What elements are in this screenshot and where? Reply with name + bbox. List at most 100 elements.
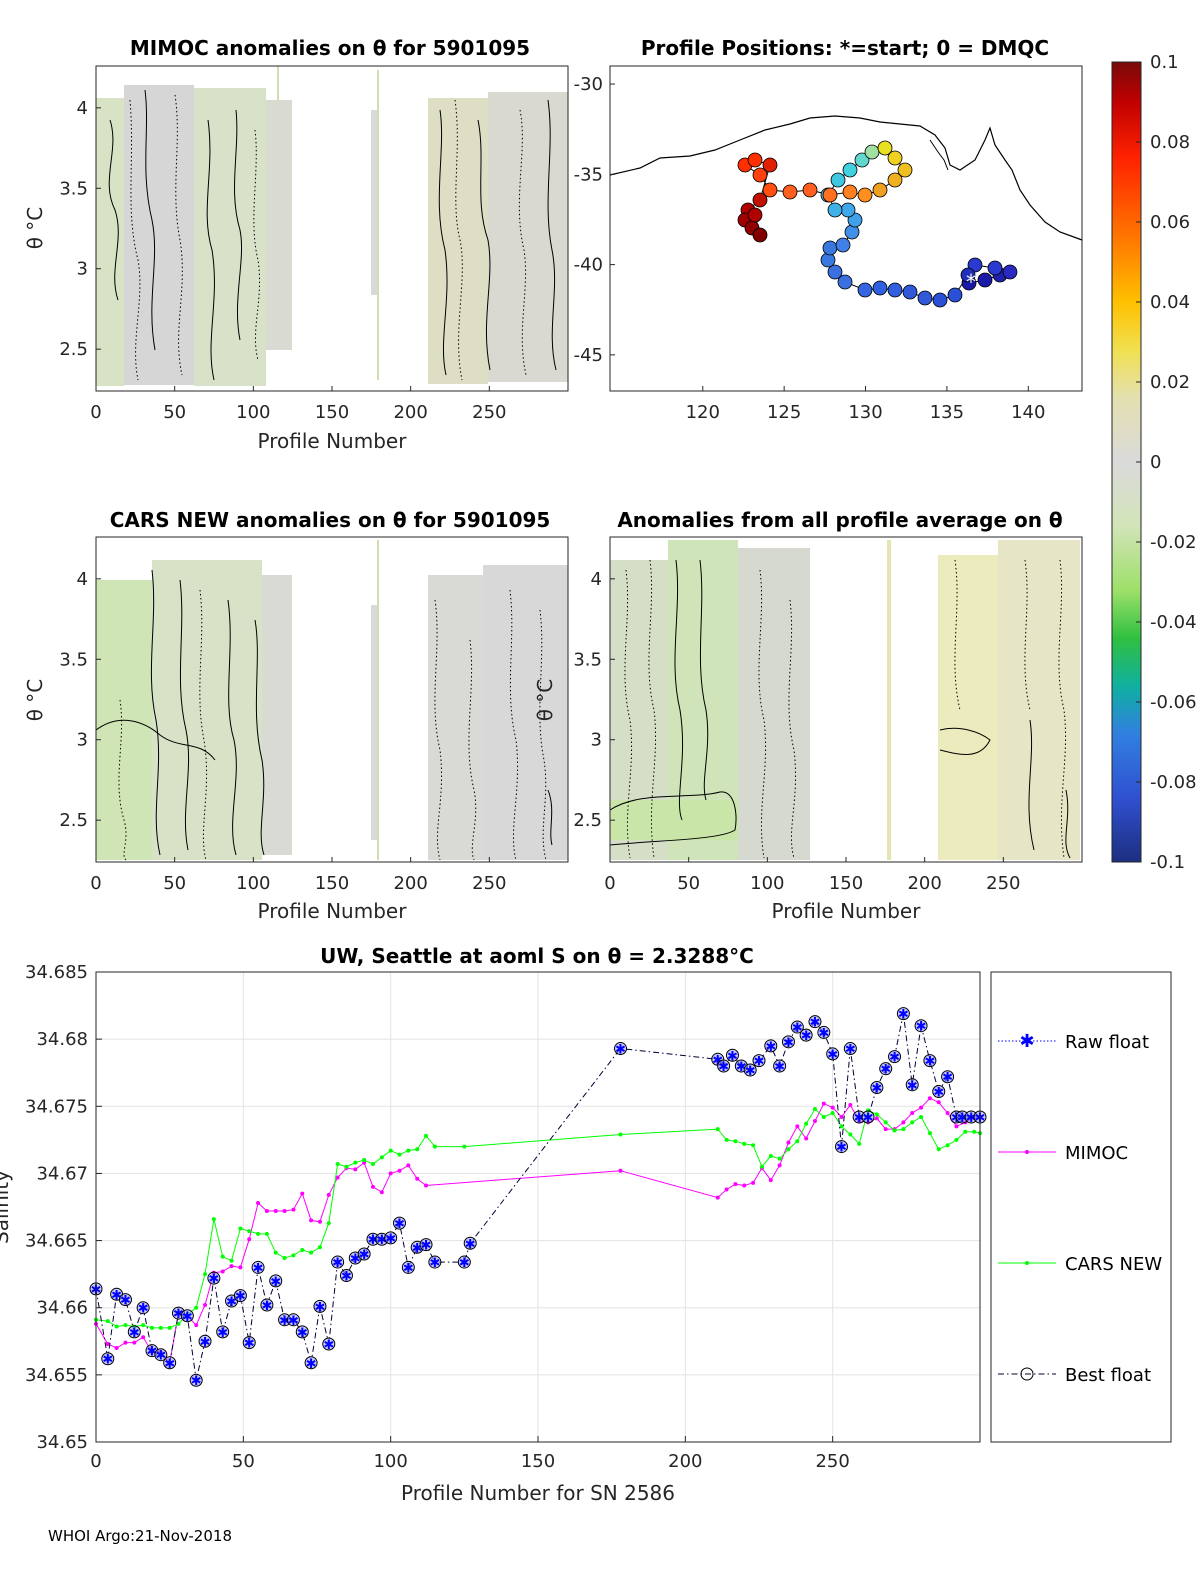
best-float-point [896, 1007, 910, 1021]
data-point [353, 1167, 358, 1172]
raw-float-point: ✱ [957, 1111, 968, 1126]
raw-float-point: ✱ [120, 1294, 131, 1309]
raw-float-point: ✱ [164, 1357, 175, 1372]
profile-position-dot [827, 202, 843, 218]
mimoc-title: MIMOC anomalies on θ for 5901095 [130, 36, 530, 60]
y-tick-label: 2.5 [59, 339, 88, 360]
raw-float-point: ✱ [907, 1079, 918, 1094]
data-point [211, 1217, 216, 1222]
raw-float-point: ✱ [916, 1020, 927, 1035]
best-float-point [752, 1054, 766, 1068]
data-point [291, 1253, 296, 1258]
data-point [141, 1335, 146, 1340]
profile-position-dot [827, 264, 843, 280]
best-float-point [914, 1019, 928, 1033]
best-float-point [790, 1020, 804, 1034]
best-float-point [614, 1042, 628, 1056]
data-point [397, 1152, 402, 1157]
salinity-x-ticks: 0 50 100 150 200 250 [90, 1436, 850, 1472]
x-tick-label: 0 [90, 873, 101, 894]
raw-float-point: ✱ [341, 1269, 352, 1284]
data-point [883, 1120, 888, 1125]
y-tick-label: 3.5 [59, 649, 88, 670]
colorbar-tick-label: 0.02 [1150, 372, 1190, 393]
colorbar-tick-label: -0.02 [1150, 532, 1197, 553]
positions-y-ticks: -30 -35 -40 -45 [574, 74, 615, 366]
asterisk-marker-icon: ✱ [1019, 1031, 1034, 1052]
x-tick-label: 120 [686, 402, 720, 423]
salinity-y-ticks: 34.685 34.68 34.675 34.67 34.665 34.66 34.655 3… [25, 962, 102, 1453]
raw-float-point: ✱ [182, 1310, 193, 1325]
raw-float-point: ✱ [155, 1349, 166, 1364]
raw-float-point: ✱ [306, 1357, 317, 1372]
profile-position-dot [887, 282, 903, 298]
y-tick-label: 3 [591, 730, 602, 751]
best-float-point [725, 1048, 739, 1062]
profile-position-dot [887, 172, 903, 188]
data-point [786, 1140, 791, 1145]
raw-float-point: ✱ [836, 1141, 847, 1156]
profile-position-dot [842, 184, 858, 200]
data-point [936, 1100, 941, 1105]
salinity-ylabel: Salinity [0, 1170, 13, 1244]
best-float-point [419, 1238, 433, 1252]
legend-item-best-float: Best float [998, 1365, 1151, 1386]
data-point [715, 1195, 720, 1200]
y-tick-label: 4 [591, 569, 602, 590]
mimoc-y-ticks: 4 3.5 3 2.5 [59, 98, 101, 360]
x-tick-label: 130 [848, 402, 882, 423]
raw-float-point: ✱ [261, 1299, 272, 1314]
cars-xlabel: Profile Number [258, 899, 408, 923]
data-point [901, 1120, 906, 1125]
raw-float-point: ✱ [359, 1248, 370, 1263]
data-point [830, 1111, 835, 1115]
data-point [123, 1323, 128, 1328]
y-tick-label: 34.685 [25, 962, 88, 983]
data-point [812, 1106, 817, 1111]
raw-float-point: ✱ [712, 1053, 723, 1068]
profile-position-dot [747, 207, 763, 223]
allavg-y-ticks: 4 3.5 3 2.5 [573, 569, 615, 831]
best-float-point [808, 1015, 822, 1029]
raw-float-point: ✱ [429, 1256, 440, 1271]
x-tick-label: 0 [90, 402, 101, 423]
data-point [309, 1218, 314, 1223]
data-point [424, 1133, 429, 1138]
profile-position-dot [960, 267, 976, 283]
data-point [724, 1137, 729, 1142]
raw-float-point: ✱ [765, 1040, 776, 1055]
data-point [919, 1105, 924, 1110]
data-point [309, 1250, 314, 1255]
data-point [874, 1112, 879, 1117]
x-tick-label: 100 [750, 873, 784, 894]
x-tick-label: 125 [767, 402, 801, 423]
y-tick-label: 34.67 [36, 1163, 88, 1184]
data-point [114, 1324, 119, 1329]
data-point [618, 1132, 623, 1137]
profile-position-dot [977, 272, 993, 288]
raw-float-point: ✱ [871, 1081, 882, 1096]
best-float-point [163, 1356, 177, 1370]
best-float-point [233, 1289, 247, 1303]
data-point [123, 1340, 128, 1345]
mimoc-field [96, 70, 568, 386]
raw-float-point: ✱ [191, 1374, 202, 1389]
colorbar-ticks: 0.1 0.08 0.06 0.04 0.02 0 -0.02 -0.04 -0.06 -0.08… [1136, 52, 1197, 873]
raw-float-point: ✱ [827, 1048, 838, 1063]
legend-label-cars: CARS NEW [1065, 1254, 1162, 1275]
data-point [432, 1144, 437, 1149]
salinity-title: UW, Seattle at aoml S on θ = 2.3288°C [320, 944, 754, 968]
legend-label-best: Best float [1065, 1365, 1151, 1386]
data-point [238, 1265, 243, 1270]
raw-float-point: ✱ [745, 1064, 756, 1079]
best-float-point [773, 1059, 787, 1073]
best-float-point [743, 1063, 757, 1077]
data-point [848, 1102, 853, 1107]
profile-position-dot [987, 260, 1003, 276]
best-float-point [198, 1334, 212, 1348]
data-point [954, 1137, 959, 1142]
best-float-point [216, 1325, 230, 1339]
positions-axes-frame [609, 65, 1083, 392]
raw-float-point: ✱ [368, 1233, 379, 1248]
colorbar-tick-label: -0.08 [1150, 772, 1197, 793]
